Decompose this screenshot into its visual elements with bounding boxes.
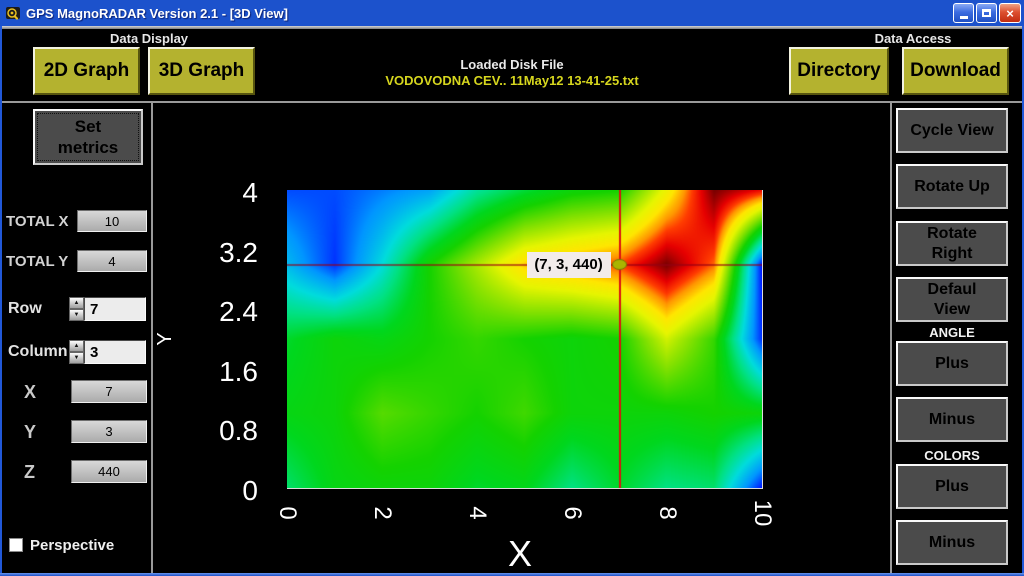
y-tick-label: 2.4 — [219, 296, 258, 328]
right-panel-divider — [890, 103, 892, 574]
minimize-button[interactable] — [953, 3, 974, 23]
total-x-label: TOTAL X — [6, 213, 69, 230]
window-border — [1022, 26, 1024, 576]
y-tick-label: 4 — [242, 177, 258, 208]
y-tick-label: 0.8 — [219, 415, 258, 447]
total-y-label: TOTAL Y — [6, 253, 69, 270]
row-field[interactable]: 7 — [84, 297, 146, 321]
restore-icon — [982, 9, 991, 17]
x-tick-label: 4 — [464, 506, 491, 520]
y-tick-label: 3.2 — [219, 236, 258, 268]
x-axis-title: X — [507, 533, 532, 574]
x-tick-label: 10 — [749, 499, 776, 527]
column-spinner[interactable]: ▲ ▼ — [69, 340, 84, 364]
heatmap-canvas[interactable] — [287, 190, 762, 488]
directory-button[interactable]: Directory — [789, 47, 889, 95]
y-tick-label: 1.6 — [219, 355, 258, 387]
left-panel-divider — [151, 103, 153, 574]
y-tick-label: 0 — [242, 475, 258, 506]
close-icon: × — [1006, 5, 1014, 21]
x-tick-label: 6 — [559, 506, 586, 520]
restore-button[interactable] — [976, 3, 997, 23]
z-label: Z — [24, 462, 35, 482]
colors-section-label: COLORS — [924, 448, 980, 463]
minimize-icon — [959, 16, 968, 19]
window-border — [0, 26, 2, 576]
x-tick-label: 0 — [274, 506, 301, 520]
window-border — [0, 573, 1024, 576]
window-title: GPS MagnoRADAR Version 2.1 - [3D View] — [26, 5, 288, 21]
z-value: 440 — [71, 460, 147, 483]
y-value: 3 — [71, 420, 147, 443]
x-value: 7 — [71, 380, 147, 403]
spinner-up-icon[interactable]: ▲ — [69, 340, 84, 352]
app-icon — [6, 7, 20, 20]
y-axis-title: Y — [153, 332, 176, 346]
x-label: X — [24, 382, 37, 402]
x-tick-label: 8 — [654, 506, 681, 520]
data-access-label: Data Access — [874, 31, 952, 46]
titlebar: GPS MagnoRADAR Version 2.1 - [3D View] × — [0, 0, 1024, 26]
default-view-button[interactable]: Defaul View — [896, 277, 1008, 322]
close-button[interactable]: × — [999, 3, 1021, 23]
row-spinner[interactable]: ▲ ▼ — [69, 297, 84, 321]
angle-minus-button[interactable]: Minus — [896, 397, 1008, 442]
spinner-down-icon[interactable]: ▼ — [69, 352, 84, 364]
cycle-view-button[interactable]: Cycle View — [896, 108, 1008, 153]
toolbar-divider — [0, 101, 1024, 103]
loaded-file-caption: Loaded Disk File — [460, 57, 564, 72]
caption-buttons: × — [953, 3, 1021, 23]
angle-plus-button[interactable]: Plus — [896, 341, 1008, 386]
crosshair-tooltip: (7, 3, 440) — [526, 251, 611, 278]
perspective-checkbox[interactable] — [9, 538, 23, 552]
column-field[interactable]: 3 — [84, 340, 146, 364]
rotate-up-button[interactable]: Rotate Up — [896, 164, 1008, 209]
3d-graph-button[interactable]: 3D Graph — [148, 47, 255, 95]
x-tick-label: 2 — [369, 506, 396, 520]
colors-minus-button[interactable]: Minus — [896, 520, 1008, 565]
row-label: Row — [8, 300, 42, 317]
y-axis-line — [762, 190, 763, 489]
column-label: Column — [8, 343, 68, 360]
perspective-label: Perspective — [30, 537, 115, 554]
x-axis-line — [287, 488, 763, 489]
loaded-file-name: VODOVODNA CEV.. 11May12 13-41-25.txt — [385, 73, 639, 88]
total-x-value: 10 — [77, 210, 147, 232]
angle-section-label: ANGLE — [929, 325, 975, 340]
2d-graph-button[interactable]: 2D Graph — [33, 47, 140, 95]
download-button[interactable]: Download — [902, 47, 1009, 95]
spinner-up-icon[interactable]: ▲ — [69, 297, 84, 309]
y-label: Y — [24, 422, 37, 442]
titlebar-divider — [0, 26, 1024, 29]
set-metrics-button[interactable]: Set metrics — [33, 109, 143, 165]
data-display-label: Data Display — [110, 31, 189, 46]
total-y-value: 4 — [77, 250, 147, 272]
spinner-down-icon[interactable]: ▼ — [69, 309, 84, 321]
rotate-right-button[interactable]: Rotate Right — [896, 221, 1008, 266]
colors-plus-button[interactable]: Plus — [896, 464, 1008, 509]
